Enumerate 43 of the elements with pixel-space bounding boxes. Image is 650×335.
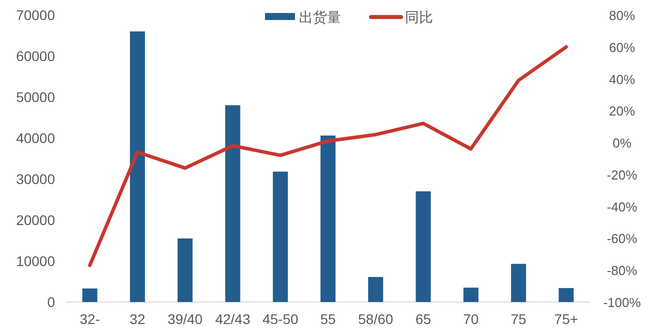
bar	[368, 276, 384, 302]
bar	[178, 238, 193, 302]
x-tick-label: 42/43	[215, 311, 250, 327]
y2-tick-label: -20%	[606, 167, 638, 182]
y2-tick-label: -40%	[606, 199, 638, 214]
bar	[463, 288, 478, 302]
x-tick-label: 75+	[554, 311, 578, 327]
x-tick-label: 55	[320, 311, 336, 327]
legend-label: 同比	[405, 9, 433, 25]
y-tick-label: 60000	[16, 48, 56, 64]
bar	[272, 172, 288, 302]
x-tick-label: 45-50	[262, 311, 298, 327]
y-tick-label: 20000	[16, 212, 56, 228]
y-tick-label: 40000	[16, 130, 56, 146]
bar	[416, 191, 431, 302]
x-tick-label: 70	[463, 311, 479, 327]
bar	[511, 264, 526, 302]
x-tick-label: 32	[130, 311, 146, 327]
bar	[130, 31, 145, 302]
y2-tick-label: 60%	[608, 40, 636, 55]
legend-label: 出货量	[299, 9, 341, 25]
x-tick-label: 58/60	[358, 311, 394, 327]
y2-tick-label: -60%	[606, 231, 638, 246]
x-tick-label: 65	[415, 311, 432, 327]
x-tick-label: 75	[510, 311, 527, 327]
y2-tick-label: 80%	[608, 8, 636, 23]
y2-tick-label: -80%	[606, 263, 638, 278]
y2-tick-label: 20%	[608, 104, 636, 119]
y-tick-label: 70000	[16, 7, 56, 23]
bar	[225, 105, 240, 302]
bar	[320, 136, 336, 302]
y2-tick-label: 0%	[612, 136, 632, 151]
line-series	[88, 45, 568, 268]
y-tick-label: 0	[47, 294, 56, 310]
y2-tick-label: 40%	[608, 72, 636, 87]
bar	[82, 288, 98, 302]
y2-tick-label: -100%	[603, 295, 642, 310]
y-tick-label: 50000	[16, 89, 56, 105]
x-tick-label: 39/40	[168, 311, 203, 327]
x-tick-label: 32-	[80, 311, 100, 327]
y-tick-label: 10000	[16, 253, 56, 269]
y-tick-label: 30000	[16, 171, 56, 187]
bar	[558, 288, 574, 302]
